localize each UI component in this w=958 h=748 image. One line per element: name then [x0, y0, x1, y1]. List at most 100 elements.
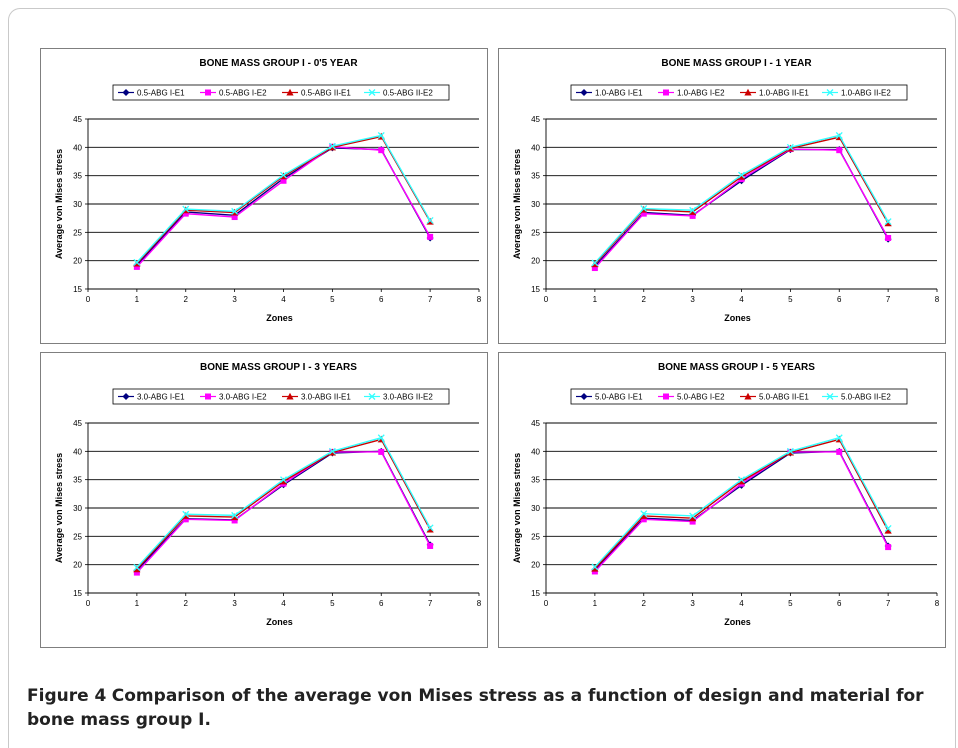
tick-label-x: 2: [642, 295, 647, 304]
data-point: [280, 171, 287, 179]
data-point: [689, 206, 697, 214]
data-point: [738, 171, 745, 179]
series-line: [136, 135, 431, 264]
data-point: [280, 177, 287, 184]
legend-swatch-marker: [122, 89, 130, 96]
series-5-0-abg-i-e2: [591, 448, 892, 575]
legend-swatch-marker: [286, 88, 294, 96]
series-line: [136, 451, 431, 574]
tick-label-x: 6: [837, 599, 842, 608]
legend: 3.0-ABG I-E1 3.0-ABG I-E2 3.0-ABG II-E1 3.0…: [112, 388, 450, 405]
data-point: [591, 259, 599, 267]
legend-label-5-0-abg-i-e2: 5.0-ABG I-E2: [677, 393, 725, 402]
data-point: [427, 233, 434, 240]
data-point: [378, 448, 385, 455]
legend-swatch-marker: [368, 393, 376, 400]
data-point: [378, 147, 385, 154]
tick-label-x: 3: [690, 599, 695, 608]
data-point: [884, 526, 892, 534]
legend-box: [570, 388, 908, 405]
tick-label-x: 2: [184, 599, 189, 608]
legend-swatch-marker: [580, 393, 588, 400]
tick-label-x: 8: [477, 599, 482, 608]
tick-label-y: 40: [531, 143, 540, 152]
data-point: [427, 542, 434, 549]
legend-swatch-marker: [744, 88, 752, 96]
data-point: [836, 147, 843, 154]
data-point: [640, 210, 647, 217]
series-0-5-abg-i-e2: [133, 143, 434, 270]
data-point: [885, 544, 892, 551]
legend-swatch-marker: [205, 89, 211, 96]
legend-label-3-0-abg-i-e1: 3.0-ABG I-E1: [137, 393, 185, 402]
series-0-5-abg-ii-e1: [133, 132, 434, 267]
legend-swatch-marker: [663, 393, 669, 400]
series-1-0-abg-ii-e1: [591, 133, 892, 268]
legend-label-0-5-abg-i-e2: 0.5-ABG I-E2: [219, 89, 267, 98]
data-point: [884, 219, 892, 227]
chart-panel-1: BONE MASS GROUP I - 0'5 YEAR 0.5-ABG I-E1…: [40, 48, 488, 344]
tick-label-y: 45: [531, 115, 540, 124]
series-line: [136, 146, 431, 268]
y-axis-label: Average von Mises stress: [54, 149, 64, 259]
tick-label-x: 0: [86, 295, 91, 304]
series-line: [594, 134, 889, 264]
data-point: [182, 210, 189, 217]
data-point: [279, 477, 288, 485]
data-point: [836, 448, 843, 455]
series-line: [594, 436, 889, 568]
figure-caption-label: Figure 4: [27, 686, 107, 706]
data-point: [689, 208, 697, 215]
chart-title: BONE MASS GROUP I - 3 YEARS: [200, 362, 357, 373]
tick-label-x: 4: [739, 295, 744, 304]
tick-label-x: 0: [544, 599, 549, 608]
data-point: [640, 512, 648, 519]
series-line: [136, 134, 431, 263]
data-point: [786, 143, 794, 151]
tick-label-x: 3: [232, 295, 237, 304]
chart-title: BONE MASS GROUP I - 0'5 YEAR: [199, 58, 358, 69]
tick-label-y: 20: [73, 257, 82, 266]
data-point: [689, 518, 696, 525]
series-line: [594, 136, 889, 265]
tick-label-y: 45: [73, 115, 82, 124]
tick-label-x: 6: [379, 295, 384, 304]
tick-label-x: 3: [232, 599, 237, 608]
tick-label-y: 40: [73, 447, 82, 456]
series-3-0-abg-ii-e1: [133, 435, 434, 573]
legend-label-0-5-abg-ii-e1: 0.5-ABG II-E1: [301, 89, 351, 98]
data-point: [884, 524, 892, 532]
tick-label-x: 8: [477, 295, 482, 304]
data-point: [280, 476, 287, 484]
tick-label-x: 8: [935, 599, 940, 608]
legend-swatch-marker: [286, 392, 294, 400]
series-3-0-abg-ii-e2: [133, 434, 434, 571]
chart-1: BONE MASS GROUP I - 0'5 YEAR 0.5-ABG I-E1…: [54, 58, 482, 323]
data-point: [231, 511, 239, 519]
data-point: [133, 564, 141, 571]
series-line: [594, 148, 889, 267]
series-line: [136, 436, 431, 568]
tick-label-x: 7: [428, 599, 433, 608]
tick-label-y: 25: [531, 228, 540, 237]
series-line: [594, 450, 889, 571]
data-point: [328, 447, 336, 455]
data-point: [328, 142, 336, 150]
chart-title: BONE MASS GROUP I - 1 YEAR: [661, 58, 812, 69]
x-axis-label: Zones: [724, 617, 751, 627]
data-point: [426, 216, 434, 224]
legend-label-5-0-abg-ii-e1: 5.0-ABG II-E1: [759, 393, 809, 402]
tick-label-y: 30: [531, 200, 540, 209]
tick-label-y: 25: [73, 532, 82, 541]
legend-swatch-marker: [122, 393, 130, 400]
tick-label-y: 35: [531, 172, 540, 181]
tick-label-y: 25: [531, 532, 540, 541]
tick-label-x: 5: [788, 599, 793, 608]
legend-label-3-0-abg-ii-e1: 3.0-ABG II-E1: [301, 393, 351, 402]
data-point: [231, 517, 238, 524]
data-point: [133, 569, 140, 576]
tick-label-y: 35: [531, 476, 540, 485]
legend-box: [112, 388, 450, 405]
figure-caption: Figure 4 Comparison of the average von M…: [27, 684, 942, 732]
